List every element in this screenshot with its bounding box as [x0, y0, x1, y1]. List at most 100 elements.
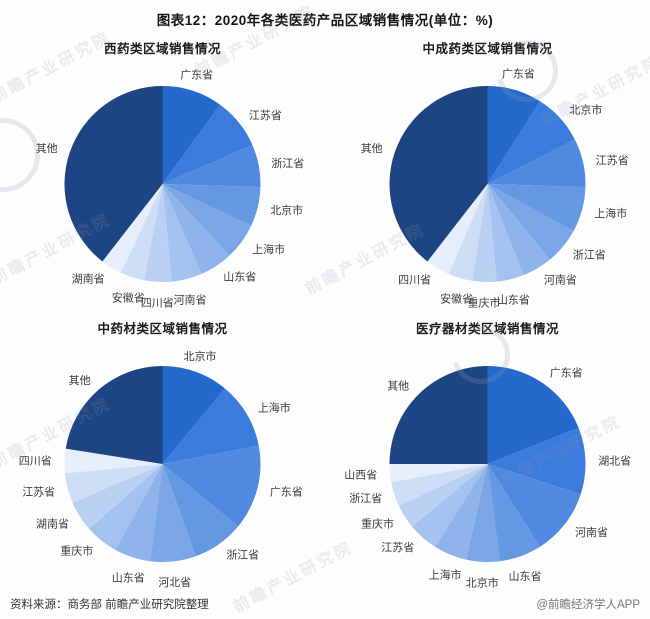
slice-label-山东省: 山东省: [497, 294, 530, 307]
pie-slice-四川省: [144, 184, 172, 283]
slice-label-上海市: 上海市: [252, 242, 285, 256]
slice-label-湖北省: 湖北省: [598, 455, 631, 468]
slice-label-其他: 其他: [36, 142, 58, 155]
pie-slice-河北省: [150, 464, 196, 563]
pie-slice-广东省: [162, 445, 261, 527]
charts-grid: 西药类区域销售情况 广东省 江苏省 浙江省 北京市 上海市 山东省 河南省 四川省 安徽省 湖南省…: [0, 32, 650, 592]
slice-label-江苏省: 江苏省: [596, 154, 629, 167]
pie-slice-北京市: [162, 366, 225, 464]
pie-slice-山东省: [162, 184, 230, 274]
slice-label-河南省: 河南省: [544, 273, 577, 286]
slice-label-广东省: 广东省: [180, 69, 213, 82]
pie-slice-浙江省: [162, 464, 239, 557]
pie-slice-湖南省: [102, 184, 163, 273]
slice-label-山东省: 山东省: [223, 271, 256, 284]
pie-slice-重庆市: [472, 184, 497, 283]
slice-label-北京市: 北京市: [569, 103, 602, 117]
slice-label-重庆市: 重庆市: [361, 516, 394, 530]
pie-slice-安徽省: [448, 184, 488, 281]
slice-label-浙江省: 浙江省: [349, 492, 382, 505]
page-title: 图表12：2020年各类医药产品区域销售情况(单位：%): [156, 13, 494, 28]
brand-credit: @前瞻经济学人APP: [536, 599, 640, 611]
footer: 资料来源：商务部 前瞻产业研究院整理 @前瞻经济学人APP: [10, 596, 640, 612]
slice-label-重庆市: 重庆市: [468, 296, 501, 310]
slice-label-江苏省: 江苏省: [22, 486, 55, 499]
slice-label-山东省: 山东省: [112, 571, 145, 584]
chart-title-medical-devices: 医疗器材类区域销售情况: [415, 322, 559, 336]
chart-title-western-medicine: 西药类区域销售情况: [103, 42, 221, 56]
pie-slice-浙江省: [391, 464, 488, 506]
slice-label-四川省: 四川省: [141, 297, 174, 310]
slice-label-广东省: 广东省: [550, 366, 583, 379]
pie-slice-江苏省: [411, 464, 488, 547]
pie-slice-广东省: [162, 86, 221, 184]
pie-slice-山东省: [487, 464, 541, 562]
pie-slice-重庆市: [88, 464, 163, 550]
slice-label-河南省: 河南省: [575, 526, 608, 539]
slice-label-湖南省: 湖南省: [36, 517, 69, 530]
slice-label-北京市: 北京市: [466, 576, 499, 590]
slice-label-江苏省: 江苏省: [381, 541, 414, 554]
pie-slice-河南省: [487, 464, 581, 547]
pie-slice-广东省: [487, 86, 541, 184]
pie-slice-浙江省: [162, 145, 261, 188]
slice-label-江苏省: 江苏省: [249, 109, 282, 122]
pie-slice-四川省: [427, 184, 488, 274]
slice-label-其他: 其他: [387, 380, 409, 393]
pie-slice-北京市: [487, 101, 575, 184]
pie-slice-上海市: [162, 184, 252, 256]
pie-slice-上海市: [487, 184, 586, 232]
slice-label-北京市: 北京市: [184, 349, 217, 363]
chart-title-patent-medicine: 中成药类区域销售情况: [422, 42, 553, 56]
pie-slice-安徽省: [120, 184, 163, 281]
pie-slice-山东省: [115, 464, 163, 562]
slice-label-四川省: 四川省: [398, 273, 431, 286]
pie-slice-山东省: [487, 184, 524, 282]
slice-label-浙江省: 浙江省: [226, 549, 259, 562]
slice-label-浙江省: 浙江省: [573, 249, 606, 262]
slice-label-安徽省: 安徽省: [440, 291, 473, 305]
pie-slice-其他: [389, 366, 488, 464]
pie-slice-北京市: [162, 184, 261, 226]
slice-label-浙江省: 浙江省: [271, 157, 304, 170]
chart-cell-herbal-materials: 中药材类区域销售情况 北京市上海市广东省浙江省河北省 山东省 重庆市 湖南省 江苏省 四川…: [0, 312, 325, 592]
pie-slice-湖北省: [487, 427, 586, 495]
pie-slice-河南省: [162, 184, 202, 282]
pie-slice-河南省: [487, 184, 550, 276]
pie-slice-其他: [64, 86, 163, 262]
slice-label-重庆市: 重庆市: [60, 543, 93, 557]
pie-slice-四川省: [64, 448, 163, 474]
pie-slice-江苏省: [487, 139, 586, 188]
slice-label-湖南省: 湖南省: [72, 272, 105, 285]
pie-slice-上海市: [434, 464, 488, 560]
pie-slice-重庆市: [398, 464, 488, 527]
slice-label-山东省: 山东省: [509, 570, 542, 583]
pie-slice-浙江省: [487, 184, 574, 260]
chart-cell-medical-devices: 医疗器材类区域销售情况 广东省湖北省河南省山东省 北京市 上海市 江苏省 重庆市 浙江省 山…: [325, 312, 650, 592]
pie-slice-广东省: [487, 366, 579, 464]
slice-label-河北省: 河北省: [158, 576, 191, 589]
pie-slice-湖南省: [72, 464, 163, 529]
pie-slice-江苏省: [64, 464, 163, 503]
pie-slice-江苏省: [162, 104, 253, 184]
slice-label-四川省: 四川省: [19, 455, 52, 468]
slice-label-河南省: 河南省: [174, 293, 207, 306]
chart-title-herbal-materials: 中药材类区域销售情况: [97, 322, 228, 336]
pie-slice-其他: [65, 366, 163, 464]
slice-label-其他: 其他: [361, 142, 383, 155]
slice-label-山西省: 山西省: [344, 468, 377, 481]
chart-cell-western-medicine: 西药类区域销售情况 广东省 江苏省 浙江省 北京市 上海市 山东省 河南省 四川省 安徽省 湖南省…: [0, 32, 325, 312]
slice-label-上海市: 上海市: [258, 401, 291, 415]
pie-slice-北京市: [466, 464, 500, 563]
pie-slice-山西省: [389, 464, 488, 483]
slice-label-广东省: 广东省: [502, 68, 535, 81]
source-note: 资料来源：商务部 前瞻产业研究院整理: [10, 599, 209, 611]
slice-label-广东省: 广东省: [270, 486, 303, 499]
slice-label-上海市: 上海市: [429, 567, 462, 581]
slice-label-上海市: 上海市: [594, 206, 627, 220]
